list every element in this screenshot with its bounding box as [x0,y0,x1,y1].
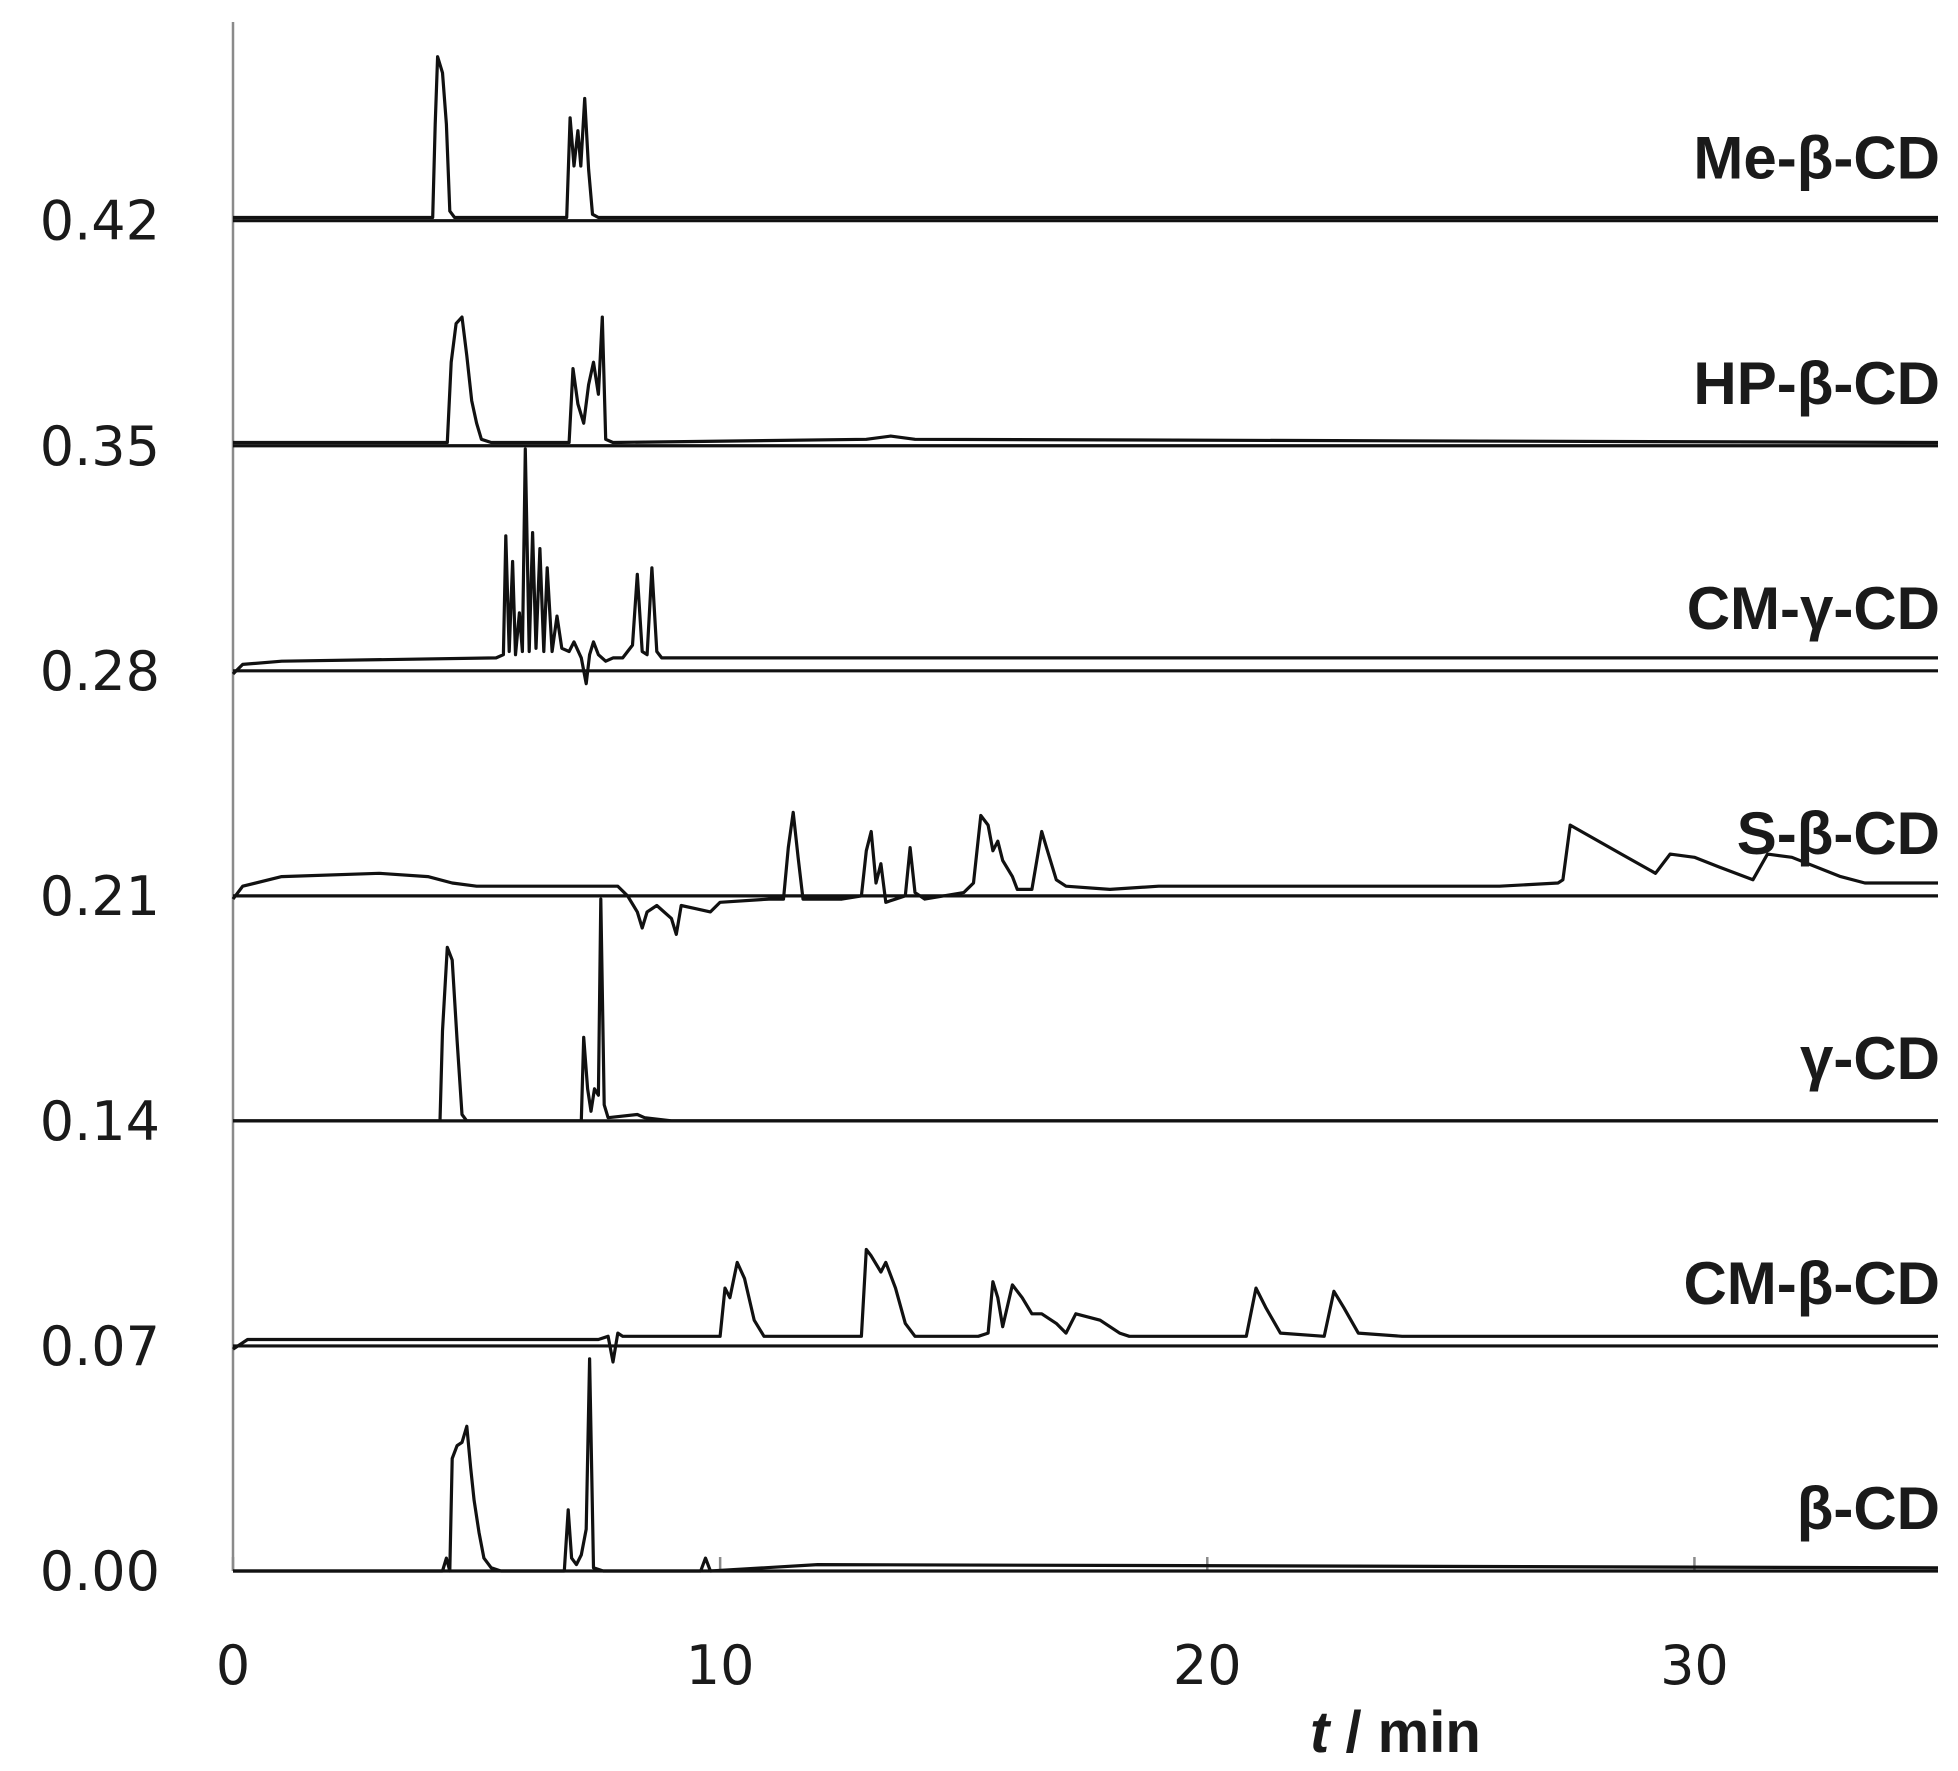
series-line-2 [231,447,1938,686]
x-tick-label: 0 [216,1634,250,1697]
series-label: Me-β-CD [1693,125,1940,192]
series-label: HP-β-CD [1693,350,1940,417]
x-tick-label: 10 [686,1634,755,1697]
y-tick-label: 0.00 [40,1540,160,1603]
x-axis-label-unit: / min [1329,1700,1480,1765]
y-tick-label: 0.07 [40,1315,160,1378]
series-label: γ-CD [1800,1025,1940,1092]
x-axis-label-variable: t [1310,1700,1332,1765]
series-label: CM-β-CD [1683,1250,1940,1317]
x-tick-labels: 0 10 20 30 [216,1557,1729,1697]
series-line-1 [233,315,1939,445]
series-labels: Me-β-CD HP-β-CD CM-γ-CD S-β-CD γ-CD CM-β-CD β-… [1683,125,1940,1542]
series-label: S-β-CD [1737,800,1940,867]
series-line-4 [233,897,1938,1123]
series-line-6 [233,1357,1939,1573]
x-tick-label: 20 [1173,1634,1242,1697]
series-line-5 [232,1247,1938,1364]
y-tick-label: 0.35 [40,415,160,478]
y-tick-label: 0.14 [40,1090,160,1153]
y-tick-label: 0.28 [40,640,160,703]
y-tick-label: 0.42 [40,190,160,253]
series-line-3 [231,810,1938,936]
y-tick-labels: 0.00 0.07 0.14 0.21 0.28 0.35 0.42 [40,190,160,1603]
series-line-0 [233,55,1938,220]
series-label: β-CD [1797,1475,1940,1542]
x-axis-label: t / min [1310,1700,1481,1765]
x-tick-label: 30 [1660,1634,1729,1697]
y-tick-label: 0.21 [40,865,160,928]
traces [231,55,1939,1573]
series-label: CM-γ-CD [1687,575,1940,642]
